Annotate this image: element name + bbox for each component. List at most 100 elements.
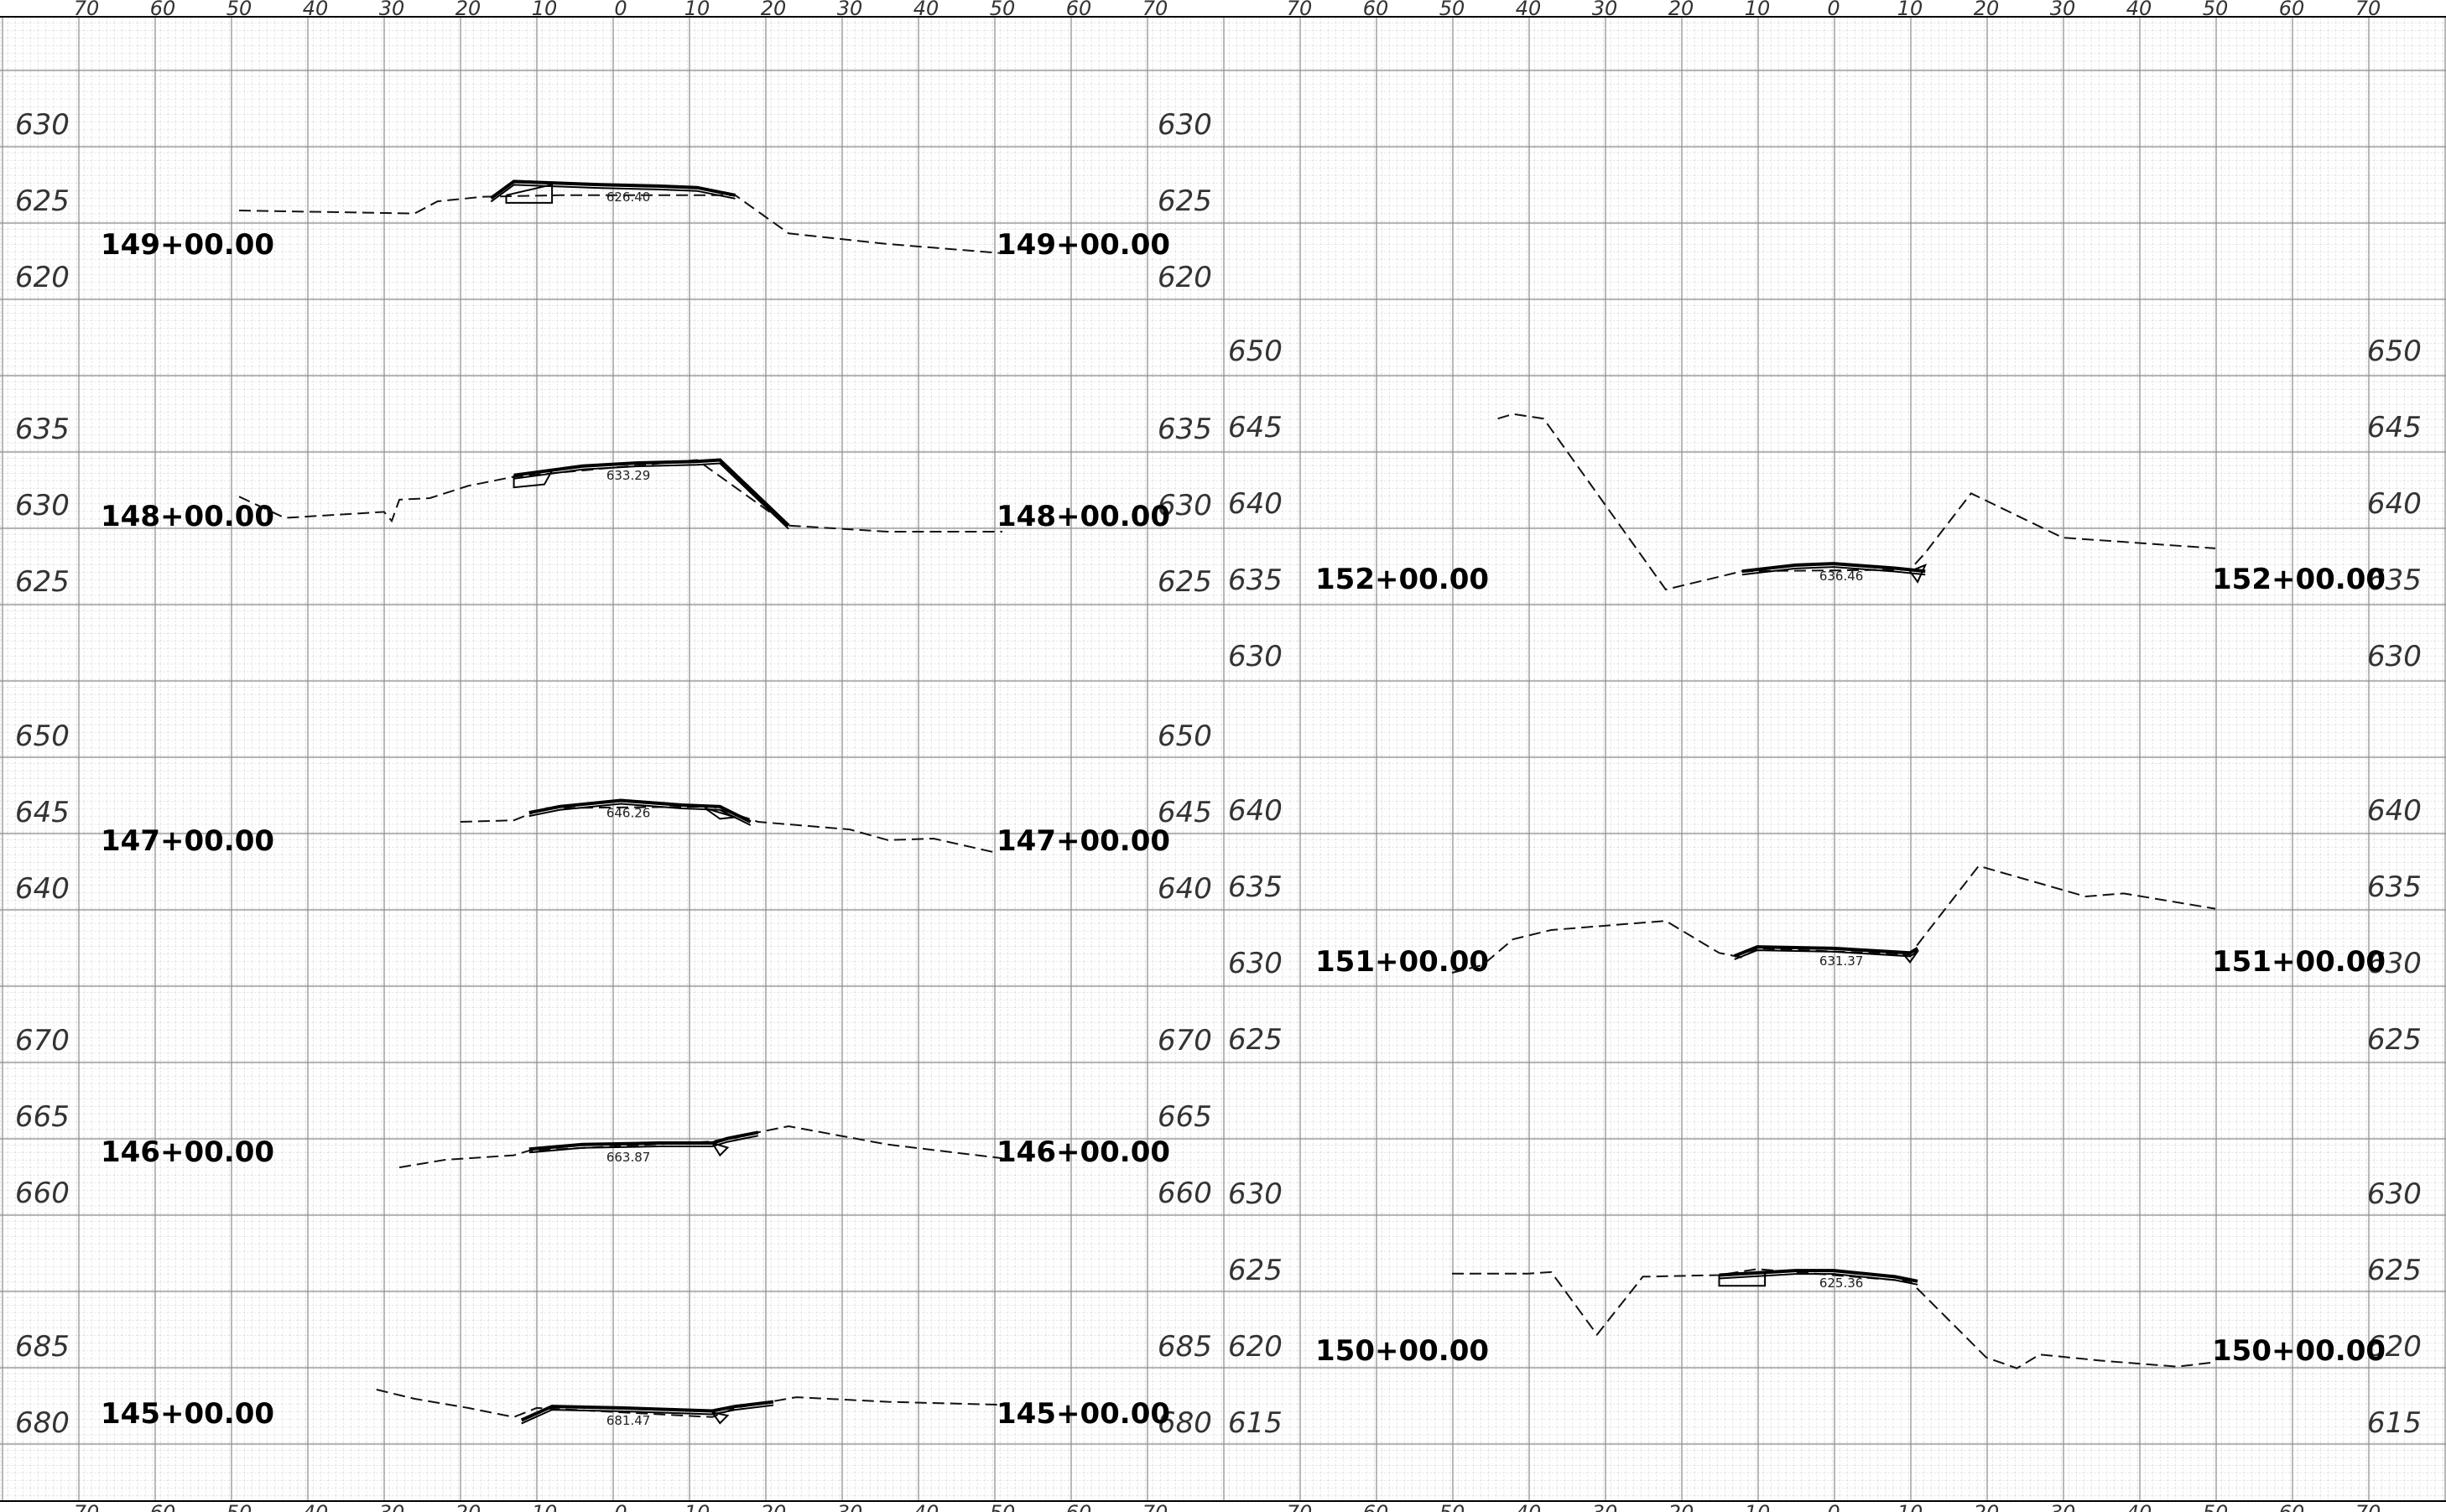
top-offset-tick-label: 10 [684, 0, 710, 20]
pavement-bottom-line [1741, 566, 1926, 576]
elevation-label-divider: 635 [1158, 413, 1212, 446]
elevation-label-divider: 620 [1158, 261, 1212, 294]
bottom-offset-tick-label: 40 [303, 1501, 329, 1512]
bottom-offset-tick-label: 60 [150, 1501, 176, 1512]
station-label-right: 148+00.00 [997, 500, 1170, 533]
top-offset-tick-label: 0 [1827, 0, 1840, 20]
proposed-roadway-line [513, 458, 790, 527]
proposed-roadway-line [528, 798, 752, 824]
bottom-offset-tick-label: 10 [684, 1501, 710, 1512]
bottom-offset-tick-label: 40 [913, 1501, 939, 1512]
elevation-label-divider: 630 [1158, 108, 1212, 142]
elevation-label: 630 [15, 108, 70, 142]
elevation-label: 630 [1228, 947, 1283, 980]
station-label-right: 152+00.00 [2212, 563, 2386, 596]
elevation-label-divider: 640 [1158, 872, 1212, 906]
bottom-offset-tick-label: 30 [837, 1501, 863, 1512]
elevation-label: 670 [15, 1024, 70, 1057]
elevation-label: 635 [15, 413, 70, 446]
elevation-label-right: 635 [2367, 564, 2422, 597]
top-offset-tick-label: 40 [303, 0, 329, 20]
pavement-bottom-line [513, 462, 789, 530]
structure-detail [711, 1411, 730, 1425]
station-label-right: 147+00.00 [997, 824, 1170, 858]
elevation-label: 630 [1228, 1177, 1283, 1211]
bottom-offset-tick-label: 70 [74, 1501, 100, 1512]
elevation-label-right: 640 [2367, 794, 2422, 828]
elevation-label-right: 615 [2367, 1406, 2422, 1440]
top-offset-tick-label: 60 [1363, 0, 1389, 20]
top-offset-tick-label: 40 [913, 0, 939, 20]
top-offset-tick-label: 30 [837, 0, 863, 20]
station-label-left: 145+00.00 [101, 1397, 274, 1431]
top-offset-tick-label: 60 [1066, 0, 1092, 20]
bottom-offset-scale: 70 60 50 40 30 20 10 0 10 20 30 40 50 60 70 70 60 50 40 30 2… [74, 1501, 2381, 1512]
station-label-left: 148+00.00 [101, 500, 274, 533]
proposed-roadway-line [1741, 562, 1926, 574]
station-label-left: 152+00.00 [1315, 563, 1489, 596]
top-offset-tick-label: 10 [1897, 0, 1923, 20]
elevation-label: 625 [1228, 1254, 1283, 1287]
station-label-left: 149+00.00 [101, 228, 274, 262]
top-offset-tick-label: 30 [1592, 0, 1618, 20]
cross-section: 630 625 620 615 630 625 620 615 150+00.00 150+00.… [1228, 1177, 2422, 1440]
station-label-right: 145+00.00 [997, 1397, 1170, 1431]
elevation-label: 620 [15, 261, 70, 294]
bottom-offset-tick-label: 40 [1516, 1501, 1542, 1512]
pavement-bottom-line [1719, 1273, 1918, 1286]
bottom-offset-tick-label: 70 [1287, 1501, 1313, 1512]
cross-section: 650 645 640 650 645 640 147+00.00 147+00.00 646.… [15, 720, 1212, 906]
elevation-label: 645 [1228, 411, 1283, 444]
elevation-label: 645 [15, 796, 70, 829]
top-offset-tick-label: 10 [1745, 0, 1771, 20]
elevation-label-right: 630 [2367, 640, 2422, 673]
cross-section: 635 630 625 635 630 625 148+00.00 148+00.00 633.… [15, 413, 1212, 599]
elevation-label: 625 [1228, 1023, 1283, 1057]
elevation-label-divider: 660 [1158, 1177, 1212, 1210]
elevation-label-right: 630 [2367, 1177, 2422, 1211]
elevation-label-divider: 665 [1158, 1100, 1212, 1134]
elevation-label: 625 [15, 184, 70, 218]
top-offset-tick-label: 60 [150, 0, 176, 20]
cross-section: 640 635 630 625 640 635 630 625 151+00.00 151+00.… [1228, 794, 2422, 1057]
bottom-offset-tick-label: 60 [1066, 1501, 1092, 1512]
cross-section: 650 645 640 635 630 650 645 640 635 630 152+00.00 1… [1228, 335, 2422, 673]
proposed-roadway-line [528, 1130, 759, 1151]
bottom-offset-tick-label: 50 [226, 1501, 252, 1512]
bottom-offset-tick-label: 0 [1827, 1501, 1840, 1512]
top-offset-tick-label: 50 [226, 0, 252, 20]
pavement-bottom-line [528, 1135, 758, 1154]
top-offset-tick-label: 20 [1668, 0, 1694, 20]
structure-detail [505, 183, 554, 204]
elevation-label-divider: 650 [1158, 720, 1212, 753]
top-offset-tick-label: 40 [2126, 0, 2152, 20]
elevation-label-divider: 680 [1158, 1406, 1212, 1440]
elevation-label: 615 [1228, 1406, 1283, 1440]
elevation-label: 635 [1228, 564, 1283, 597]
elevation-label: 620 [1228, 1330, 1283, 1364]
top-offset-tick-label: 70 [1142, 0, 1168, 20]
structure-detail [1718, 1270, 1767, 1287]
proposed-roadway-line [490, 179, 736, 200]
cross-section: 670 665 660 670 665 660 146+00.00 146+00.00 663.… [15, 1024, 1212, 1210]
grade-elevation-label: 633.29 [606, 468, 651, 483]
grade-elevation-label: 681.47 [606, 1413, 651, 1428]
elevation-label-divider: 685 [1158, 1330, 1212, 1364]
top-offset-tick-label: 20 [1974, 0, 2000, 20]
elevation-label-divider: 625 [1158, 184, 1212, 218]
top-offset-tick-label: 30 [379, 0, 405, 20]
elevation-label: 640 [1228, 487, 1283, 521]
bottom-offset-tick-label: 50 [990, 1501, 1016, 1512]
existing-ground-line [238, 459, 1002, 533]
top-offset-tick-label: 50 [1439, 0, 1465, 20]
existing-ground-line [398, 1125, 1003, 1169]
elevation-label-right: 640 [2367, 487, 2422, 521]
grade-elevation-label: 663.87 [606, 1150, 651, 1165]
station-label-left: 150+00.00 [1315, 1334, 1489, 1368]
elevation-label-right: 620 [2367, 1330, 2422, 1364]
elevation-label: 680 [15, 1406, 70, 1440]
pavement-bottom-line [1734, 949, 1918, 960]
